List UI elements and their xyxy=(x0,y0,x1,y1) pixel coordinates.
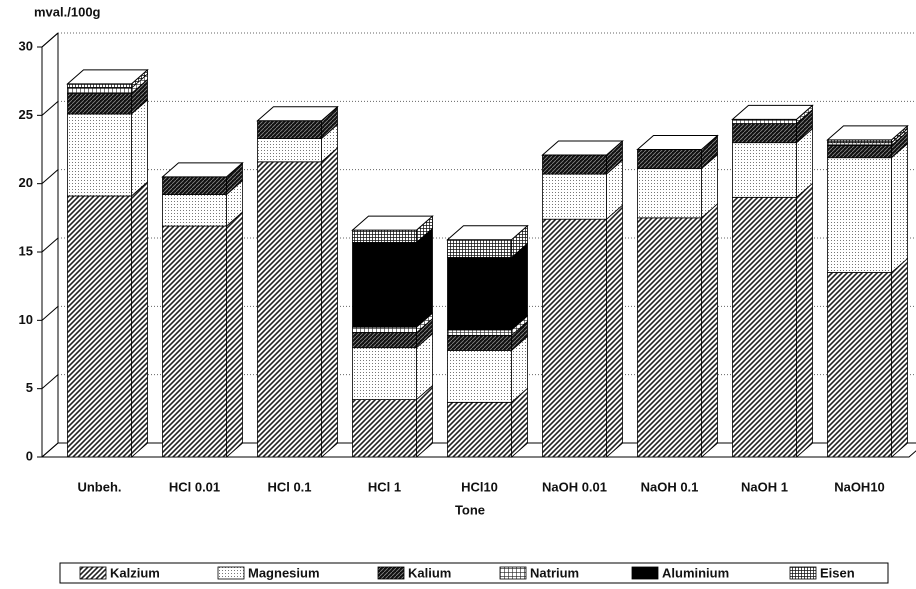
bar-segment xyxy=(447,257,512,331)
wall-link xyxy=(41,442,59,458)
bar-top xyxy=(636,135,719,150)
legend-swatch xyxy=(631,566,659,580)
legend-label: Aluminium xyxy=(662,565,729,580)
bar-segment xyxy=(542,218,607,458)
y-tick-label: 20 xyxy=(19,175,33,190)
bar-segment xyxy=(732,142,797,198)
bar-side xyxy=(891,257,908,458)
legend-label: Eisen xyxy=(820,565,855,580)
bar-top xyxy=(826,125,909,141)
bar-side xyxy=(796,182,813,458)
bar-side xyxy=(701,202,718,458)
bar-segment xyxy=(827,144,892,159)
bar-segment xyxy=(67,93,132,115)
bar-segment xyxy=(827,272,892,458)
bar-segment xyxy=(67,113,132,197)
y-tick-label: 25 xyxy=(19,107,33,122)
bar-segment xyxy=(732,119,797,124)
legend-swatch xyxy=(217,566,245,580)
x-tick-label: HCl 0.1 xyxy=(267,479,311,494)
bar-segment xyxy=(162,225,227,458)
x-tick-label: NaOH 0.01 xyxy=(542,479,607,494)
bar-top xyxy=(446,225,529,241)
y-tick-label: 0 xyxy=(26,448,33,463)
bar-top xyxy=(731,104,814,120)
chart-title: mval./100g xyxy=(34,4,101,19)
bar-segment xyxy=(352,242,417,328)
legend-swatch xyxy=(79,566,107,580)
bar-segment xyxy=(447,329,512,336)
bar-segment xyxy=(447,239,512,258)
bar-segment xyxy=(257,138,322,163)
bar-segment xyxy=(162,176,227,195)
x-axis-label: Tone xyxy=(455,502,485,517)
bar-segment xyxy=(257,120,322,139)
bar-top xyxy=(256,106,339,122)
bar-side xyxy=(131,181,148,458)
bar-segment xyxy=(637,149,702,170)
bar-segment xyxy=(352,229,417,243)
x-tick-label: HCl 0.01 xyxy=(169,479,220,494)
bar-side xyxy=(131,99,148,197)
legend-label: Magnesium xyxy=(248,565,320,580)
bar-segment xyxy=(67,83,132,89)
bar-top xyxy=(351,215,434,231)
bar-side xyxy=(321,146,338,458)
bar-top xyxy=(66,69,149,85)
bar-segment xyxy=(827,157,892,273)
y-tick-label: 30 xyxy=(19,38,33,53)
x-tick-label: NaOH 0.1 xyxy=(641,479,699,494)
legend-swatch xyxy=(789,566,817,580)
x-tick-label: NaOH10 xyxy=(834,479,885,494)
bar-segment xyxy=(67,87,132,94)
wall-link xyxy=(41,169,59,185)
bar-top xyxy=(161,162,244,178)
legend-label: Natrium xyxy=(530,565,579,580)
wall-link xyxy=(41,237,59,253)
bar-side xyxy=(511,242,528,331)
bar-segment xyxy=(542,173,607,220)
bar-segment xyxy=(637,217,702,458)
bar-segment xyxy=(732,196,797,458)
bar-segment xyxy=(67,195,132,458)
wall-link xyxy=(41,100,59,116)
x-tick-label: Unbeh. xyxy=(77,479,121,494)
bar-segment xyxy=(162,194,227,227)
bar-segment xyxy=(447,401,512,458)
y-tick-label: 10 xyxy=(19,312,33,327)
bar-segment xyxy=(257,161,322,458)
legend-swatch xyxy=(499,566,527,580)
bar-segment xyxy=(732,123,797,144)
legend-label: Kalzium xyxy=(110,565,160,580)
bar-segment xyxy=(447,334,512,351)
bar-side xyxy=(226,211,243,458)
bar-side xyxy=(416,227,433,329)
legend-swatch xyxy=(377,566,405,580)
bar-segment xyxy=(352,399,417,458)
wall-link xyxy=(41,32,59,48)
bar-segment xyxy=(542,154,607,175)
y-tick-label: 15 xyxy=(19,243,33,258)
bar-segment xyxy=(352,332,417,349)
bar-segment xyxy=(352,347,417,400)
bar-segment xyxy=(827,142,892,146)
wall-link xyxy=(41,374,59,390)
y-tick-label: 5 xyxy=(26,380,33,395)
x-tick-label: HCl10 xyxy=(461,479,498,494)
legend-label: Kalium xyxy=(408,565,451,580)
bar-side xyxy=(606,204,623,458)
x-tick-label: NaOH 1 xyxy=(741,479,788,494)
bar-segment xyxy=(637,168,702,219)
bar-side xyxy=(891,142,908,274)
bar-top xyxy=(541,140,624,156)
legend-box xyxy=(59,562,889,584)
x-tick-label: HCl 1 xyxy=(368,479,401,494)
wall-link xyxy=(41,305,59,321)
bar-segment xyxy=(447,349,512,403)
bar-segment xyxy=(352,326,417,334)
